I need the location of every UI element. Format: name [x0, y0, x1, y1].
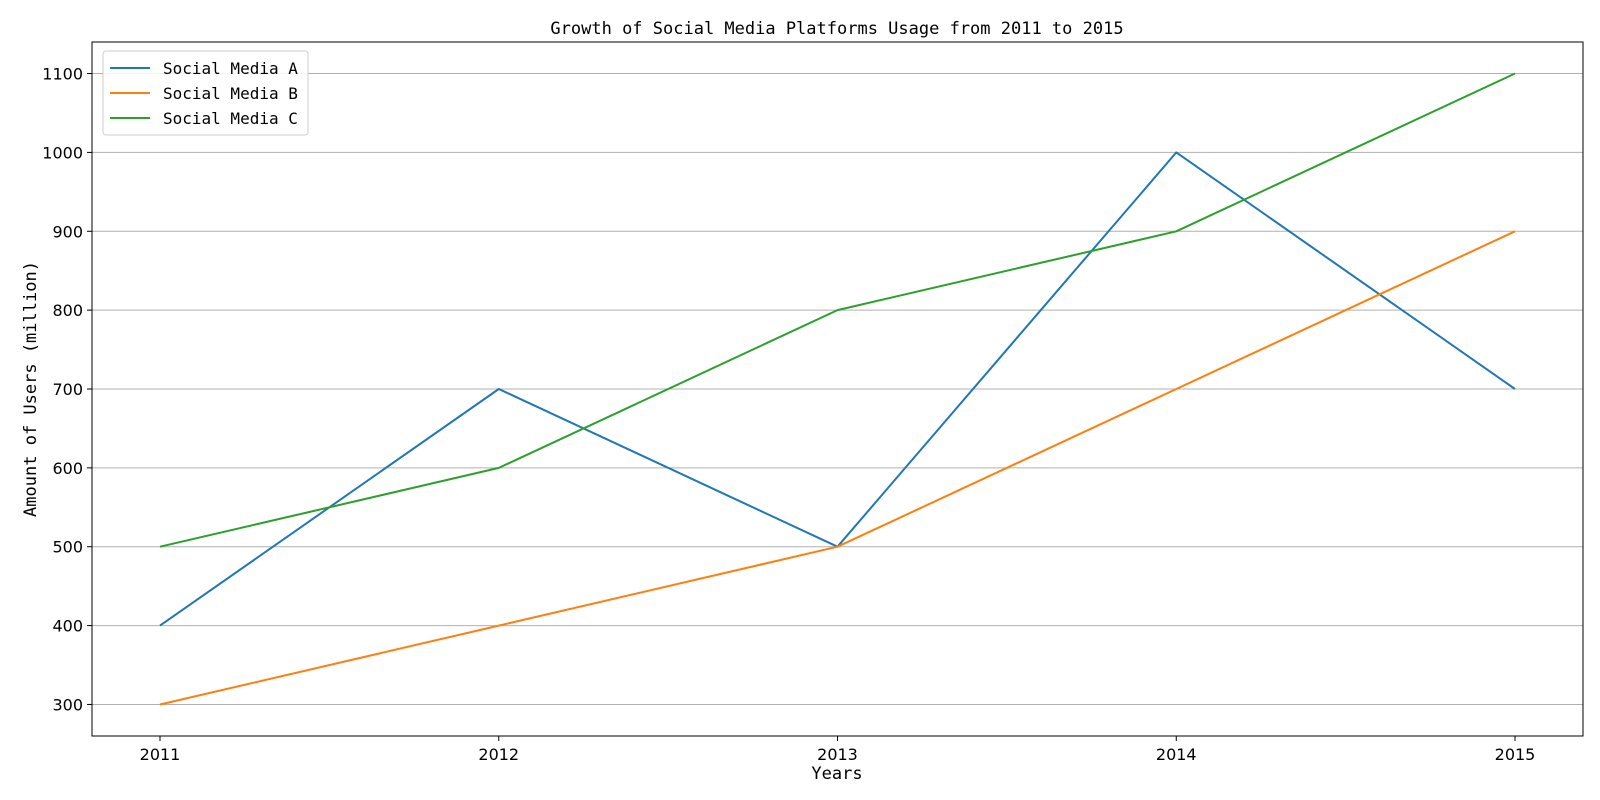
legend: Social Media A Social Media B Social Media… — [102, 50, 309, 136]
legend-label: Social Media B — [163, 84, 298, 103]
x-tick-label: 2011 — [140, 745, 181, 764]
y-axis-label: Amount of Users (million) — [21, 261, 41, 517]
x-tick-label: 2015 — [1495, 745, 1536, 764]
x-tick-label: 2014 — [1156, 745, 1197, 764]
y-tick-label: 1100 — [42, 65, 83, 84]
y-tick-label: 400 — [52, 617, 83, 636]
y-tick-label: 1000 — [42, 143, 83, 162]
y-tick-label: 800 — [52, 301, 83, 320]
legend-label: Social Media A — [163, 59, 298, 78]
x-tick-label: 2013 — [817, 745, 858, 764]
chart-title: Growth of Social Media Platforms Usage f… — [550, 19, 1123, 39]
y-tick-label: 600 — [52, 459, 83, 478]
legend-box — [102, 50, 309, 136]
y-tick-label: 700 — [52, 380, 83, 399]
grid-lines — [92, 73, 1583, 705]
y-tick-label: 900 — [52, 222, 83, 241]
y-tick-label: 300 — [52, 695, 83, 714]
y-axis: 300 400 500 600 700 800 900 1000 1100 — [42, 65, 92, 714]
y-tick-label: 500 — [52, 538, 83, 557]
series-lines — [159, 72, 1516, 706]
legend-label: Social Media C — [163, 109, 298, 128]
x-axis: 2011 2012 2013 2014 2015 — [140, 736, 1536, 764]
x-axis-label: Years — [811, 764, 862, 784]
x-tick-label: 2012 — [478, 745, 519, 764]
